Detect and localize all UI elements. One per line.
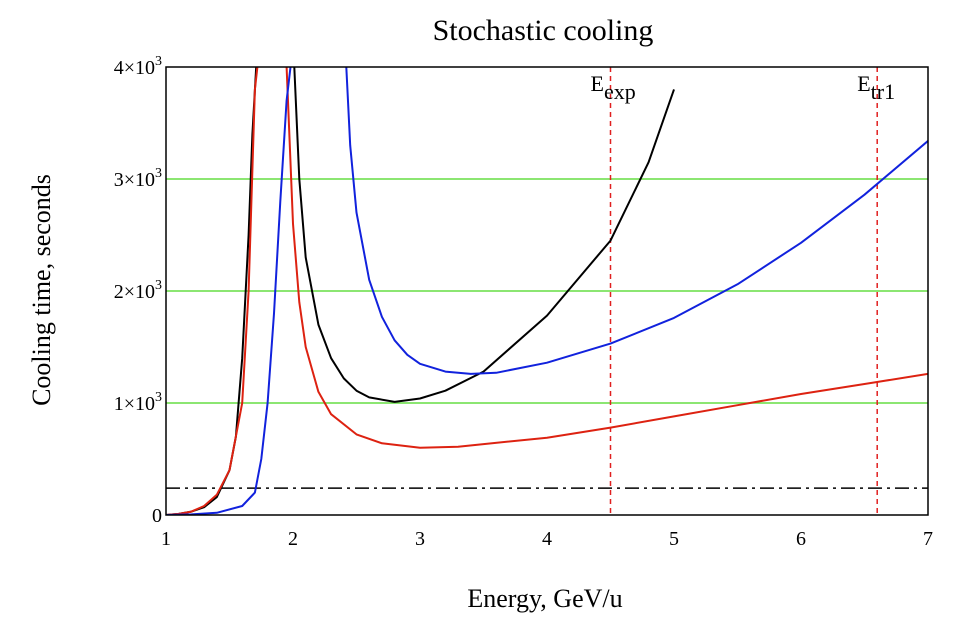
y-axis-label: Cooling time, seconds xyxy=(27,174,56,406)
x-tick-label-7: 7 xyxy=(923,528,933,550)
axis-ticks: 1 2 3 4 5 6 7 0 1×103 2×103 3×103 4×103 xyxy=(114,54,933,550)
y-tick-label-2000: 2×103 xyxy=(114,278,162,303)
x-tick-label-4: 4 xyxy=(542,528,552,550)
y-tick-label-0: 0 xyxy=(152,505,162,527)
x-tick-label-2: 2 xyxy=(288,528,298,550)
series-layer xyxy=(166,67,928,515)
x-tick-label-1: 1 xyxy=(161,528,171,550)
x-tick-label-6: 6 xyxy=(796,528,806,550)
marker-label-tr1: Etr1 xyxy=(857,71,895,104)
series-2-branch-2 xyxy=(285,67,928,449)
x-axis-label: Energy, GeV/u xyxy=(467,584,622,613)
grid-lines xyxy=(166,178,928,404)
x-tick-label-5: 5 xyxy=(669,528,679,550)
y-tick-label-4000: 4×103 xyxy=(114,54,162,79)
x-tick-label-3: 3 xyxy=(415,528,425,550)
marker-label-exp: Eexp xyxy=(591,71,636,104)
chart-title: Stochastic cooling xyxy=(433,14,654,47)
series-1-branch-2 xyxy=(293,67,675,403)
series-3-branch-2 xyxy=(345,67,928,375)
reference-lines: Eexp Etr1 xyxy=(166,67,928,515)
plot-frame xyxy=(165,66,929,516)
y-tick-label-3000: 3×103 xyxy=(114,166,162,191)
y-tick-label-1000: 1×103 xyxy=(114,390,162,415)
series-3-branch-1 xyxy=(166,67,292,515)
series-2-branch-1 xyxy=(166,67,259,515)
